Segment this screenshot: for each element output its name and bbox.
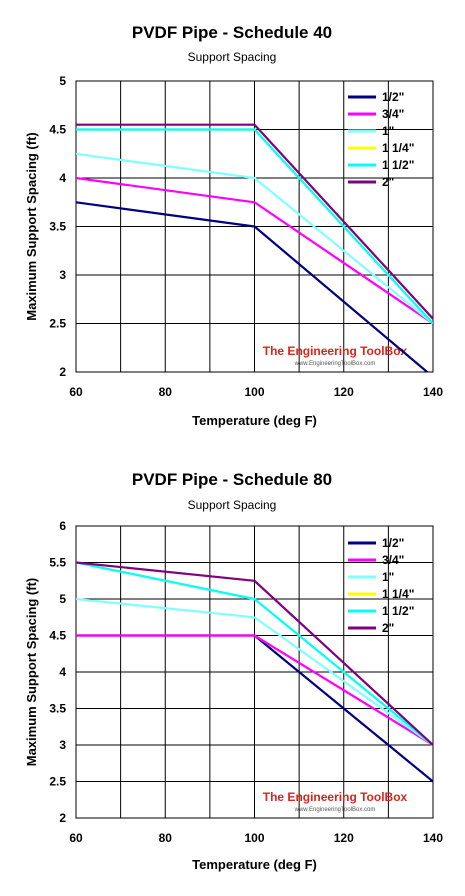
x-axis-label: Temperature (deg F) bbox=[192, 857, 317, 872]
x-tick-label: 60 bbox=[69, 831, 83, 845]
legend-label: 2" bbox=[382, 175, 394, 189]
series-line bbox=[76, 123, 433, 320]
y-axis-label: Maximum Support Spacing (ft) bbox=[24, 578, 39, 767]
chart-svg-schedule-40: PVDF Pipe - Schedule 40 Support Spacing 60… bbox=[24, 23, 443, 428]
legend-label: 1/2" bbox=[382, 536, 404, 550]
chart-title: PVDF Pipe - Schedule 40 bbox=[132, 23, 332, 42]
series-line bbox=[76, 561, 433, 746]
watermark-brand: The Engineering ToolBox bbox=[263, 344, 408, 358]
legend-label: 3/4" bbox=[382, 553, 404, 567]
legend-label: 2" bbox=[382, 621, 394, 635]
series-group bbox=[76, 561, 433, 783]
legend-label: 1 1/4" bbox=[382, 587, 414, 601]
y-tick-label: 4 bbox=[59, 171, 66, 185]
legend-label: 3/4" bbox=[382, 107, 404, 121]
legend-label: 1 1/2" bbox=[382, 158, 414, 172]
x-tick-label: 140 bbox=[423, 831, 443, 845]
legend-label: 1 1/4" bbox=[382, 141, 414, 155]
series-line bbox=[76, 152, 433, 325]
legend-label: 1/2" bbox=[382, 90, 404, 104]
y-tick-label: 3 bbox=[59, 268, 66, 282]
x-tick-label: 60 bbox=[69, 385, 83, 399]
chart-subtitle: Support Spacing bbox=[188, 50, 277, 64]
x-tick-label: 100 bbox=[244, 831, 264, 845]
y-tick-label: 4 bbox=[59, 665, 66, 679]
y-axis-label: Maximum Support Spacing (ft) bbox=[24, 132, 39, 321]
y-tick-label: 3.5 bbox=[49, 702, 66, 716]
y-tick-label: 2 bbox=[59, 811, 66, 825]
series-line bbox=[76, 176, 433, 325]
legend-label: 1" bbox=[382, 124, 394, 138]
x-axis-label: Temperature (deg F) bbox=[192, 413, 317, 428]
y-tick-label: 3 bbox=[59, 738, 66, 752]
chart-schedule-80: PVDF Pipe - Schedule 80 Support Spacing 60… bbox=[0, 448, 465, 896]
series-line bbox=[76, 561, 433, 746]
legend: 1/2" 3/4" 1" 1 1/4" 1 1/2" 2" bbox=[348, 90, 414, 189]
series-line bbox=[76, 634, 433, 746]
x-tick-label: 120 bbox=[334, 385, 354, 399]
watermark-url: www.EngineeringToolBox.com bbox=[294, 807, 376, 813]
y-tick-label: 4.5 bbox=[49, 123, 66, 137]
chart-schedule-40: PVDF Pipe - Schedule 40 Support Spacing 60… bbox=[24, 23, 443, 428]
chart-subtitle: Support Spacing bbox=[188, 498, 277, 512]
legend-label: 1" bbox=[382, 570, 394, 584]
y-tick-label: 5 bbox=[59, 74, 66, 88]
y-tick-label: 2.5 bbox=[49, 317, 66, 331]
x-tick-label: 80 bbox=[159, 831, 173, 845]
chart-svg-schedule-80: PVDF Pipe - Schedule 80 Support Spacing 60… bbox=[24, 470, 443, 872]
x-tick-label: 80 bbox=[159, 385, 173, 399]
legend: 1/2" 3/4" 1" 1 1/4" 1 1/2" 2" bbox=[348, 536, 414, 635]
y-tick-label: 5.5 bbox=[49, 556, 66, 570]
series-line bbox=[76, 128, 433, 325]
y-tick-label: 5 bbox=[59, 592, 66, 606]
watermark-url: www.EngineeringToolBox.com bbox=[294, 361, 376, 367]
y-tick-label: 2 bbox=[59, 365, 66, 379]
x-tick-label: 120 bbox=[334, 831, 354, 845]
y-tick-label: 2.5 bbox=[49, 775, 66, 789]
series-line bbox=[76, 201, 429, 372]
y-tick-label: 3.5 bbox=[49, 220, 66, 234]
legend-label: 1 1/2" bbox=[382, 604, 414, 618]
watermark-brand: The Engineering ToolBox bbox=[263, 790, 408, 804]
series-group bbox=[76, 123, 433, 372]
x-tick-label: 140 bbox=[423, 385, 443, 399]
y-tick-label: 6 bbox=[59, 519, 66, 533]
y-tick-label: 4.5 bbox=[49, 629, 66, 643]
chart-title: PVDF Pipe - Schedule 80 bbox=[132, 470, 332, 489]
x-tick-label: 100 bbox=[244, 385, 264, 399]
series-line bbox=[76, 597, 433, 746]
